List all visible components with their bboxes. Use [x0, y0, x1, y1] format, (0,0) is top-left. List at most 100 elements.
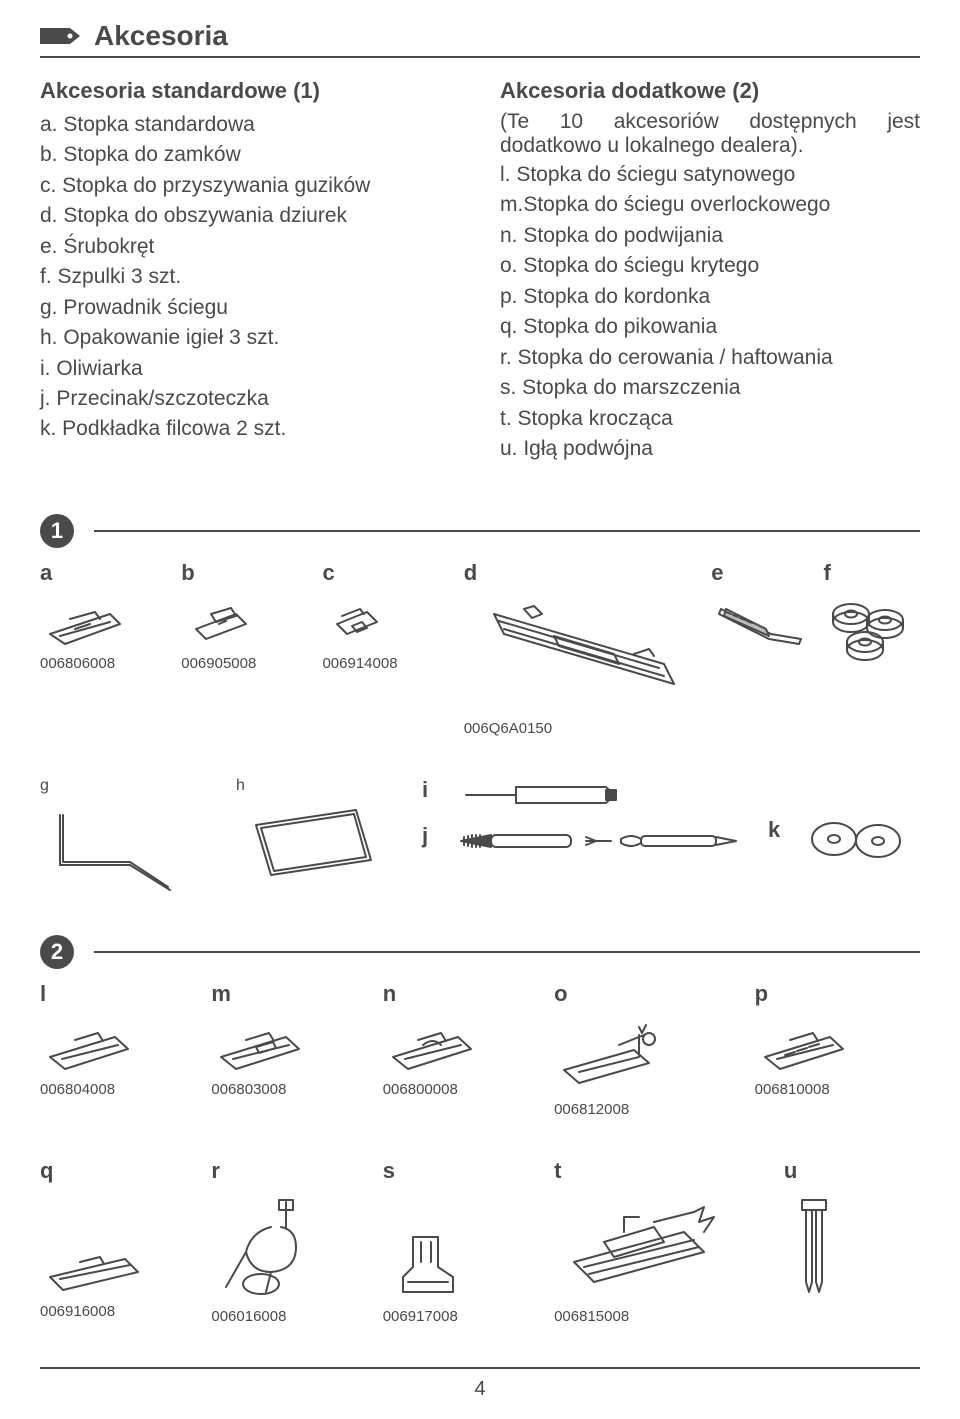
section2-row2: q 006916008 r 006016008 s 006917008 t	[40, 1158, 920, 1325]
edge-guide-icon	[40, 795, 190, 895]
item-label: j	[422, 823, 428, 849]
item-label: c	[322, 560, 334, 586]
item-label: u	[784, 1158, 797, 1184]
item-label: t	[554, 1158, 561, 1184]
tag-icon	[40, 24, 82, 48]
button-foot-icon	[322, 594, 392, 649]
item-q: q 006916008	[40, 1158, 205, 1320]
part-number: 006016008	[211, 1308, 286, 1325]
hemmer-foot-icon	[383, 1015, 483, 1075]
section-divider	[94, 530, 920, 532]
list-item: p. Stopka do kordonka	[500, 282, 920, 312]
right-list: l. Stopka do ściegu satynowego m.Stopka …	[500, 160, 920, 464]
item-label: s	[383, 1158, 395, 1184]
screwdriver-icon	[711, 594, 811, 654]
satin-foot-icon	[40, 1015, 140, 1075]
needle-pack-icon	[236, 795, 386, 885]
part-number: 006917008	[383, 1308, 458, 1325]
left-column: Akcesoria standardowe (1) a. Stopka stan…	[40, 78, 460, 464]
list-item: f. Szpulki 3 szt.	[40, 262, 460, 292]
item-label: d	[464, 560, 477, 586]
list-item: r. Stopka do cerowania / haftowania	[500, 343, 920, 373]
presser-foot-icon	[40, 594, 130, 649]
item-p: p 006810008	[755, 981, 920, 1098]
item-label: o	[554, 981, 567, 1007]
item-f: f	[823, 560, 920, 664]
twin-needle-icon	[784, 1192, 844, 1302]
list-item: i. Oliwiarka	[40, 354, 460, 384]
items-ij: i j	[422, 777, 762, 859]
item-b: b 006905008	[181, 560, 316, 672]
item-label: p	[755, 981, 768, 1007]
top-divider	[40, 56, 920, 58]
item-label: f	[823, 560, 830, 586]
item-label: l	[40, 981, 46, 1007]
bobbins-icon	[823, 594, 913, 664]
item-u: u	[784, 1158, 920, 1302]
seam-ripper-brush-icon	[456, 823, 746, 859]
part-number: 006916008	[40, 1303, 115, 1320]
item-m: m 006803008	[211, 981, 376, 1098]
page-number: 4	[0, 1378, 960, 1401]
part-number: 006812008	[554, 1101, 629, 1118]
item-label: k	[768, 817, 780, 843]
list-item: k. Podkładka filcowa 2 szt.	[40, 414, 460, 444]
item-g: g	[40, 777, 230, 895]
item-label: h	[236, 777, 245, 795]
section2-row1: l 006804008 m 006803008 n 006800008 o 00…	[40, 981, 920, 1118]
list-item: q. Stopka do pikowania	[500, 312, 920, 342]
list-item: j. Przecinak/szczoteczka	[40, 384, 460, 414]
list-item: d. Stopka do obszywania dziurek	[40, 201, 460, 231]
overlock-foot-icon	[211, 1015, 311, 1075]
cording-foot-icon	[755, 1015, 855, 1075]
item-e: e	[711, 560, 817, 654]
list-item: h. Opakowanie igieł 3 szt.	[40, 323, 460, 353]
section-2-badge: 2	[40, 935, 74, 969]
part-number: 006810008	[755, 1081, 830, 1098]
part-number: 006905008	[181, 655, 256, 672]
left-list: a. Stopka standardowa b. Stopka do zamkó…	[40, 110, 460, 445]
content-columns: Akcesoria standardowe (1) a. Stopka stan…	[40, 78, 920, 464]
item-label: m	[211, 981, 231, 1007]
item-label: g	[40, 777, 49, 795]
part-number: 006800008	[383, 1081, 458, 1098]
list-item: c. Stopka do przyszywania guzików	[40, 171, 460, 201]
part-number: 006Q6A0150	[464, 720, 552, 737]
item-s: s 006917008	[383, 1158, 548, 1325]
buttonhole-foot-icon	[464, 594, 694, 714]
item-c: c 006914008	[322, 560, 457, 672]
list-item: t. Stopka krocząca	[500, 404, 920, 434]
item-label: n	[383, 981, 396, 1007]
item-n: n 006800008	[383, 981, 548, 1098]
gathering-foot-icon	[383, 1222, 473, 1302]
section1-row2: g h i j	[40, 777, 920, 895]
oiler-icon	[456, 777, 626, 813]
item-label: q	[40, 1158, 53, 1184]
item-label: r	[211, 1158, 220, 1184]
right-heading: Akcesoria dodatkowe (2)	[500, 78, 920, 104]
item-k: k	[768, 817, 908, 861]
item-label: i	[422, 777, 428, 803]
zipper-foot-icon	[181, 594, 261, 649]
item-l: l 006804008	[40, 981, 205, 1098]
list-item: n. Stopka do podwijania	[500, 221, 920, 251]
item-r: r 006016008	[211, 1158, 376, 1325]
section-1-head: 1	[40, 514, 920, 548]
item-a: a 006806008	[40, 560, 175, 672]
list-item: m.Stopka do ściegu overlockowego	[500, 190, 920, 220]
item-t: t 006815008	[554, 1158, 778, 1325]
section-2-head: 2	[40, 935, 920, 969]
part-number: 006804008	[40, 1081, 115, 1098]
part-number: 006914008	[322, 655, 397, 672]
list-item: a. Stopka standardowa	[40, 110, 460, 140]
item-label: b	[181, 560, 194, 586]
section1-row1: a 006806008 b 006905008 c 006914008 d 00…	[40, 560, 920, 737]
darning-foot-icon	[211, 1192, 321, 1302]
list-item: b. Stopka do zamków	[40, 140, 460, 170]
part-number: 006803008	[211, 1081, 286, 1098]
list-item: s. Stopka do marszczenia	[500, 373, 920, 403]
list-item: o. Stopka do ściegu krytego	[500, 251, 920, 281]
list-item: g. Prowadnik ściegu	[40, 293, 460, 323]
part-number: 006815008	[554, 1308, 629, 1325]
bottom-divider	[40, 1367, 920, 1369]
